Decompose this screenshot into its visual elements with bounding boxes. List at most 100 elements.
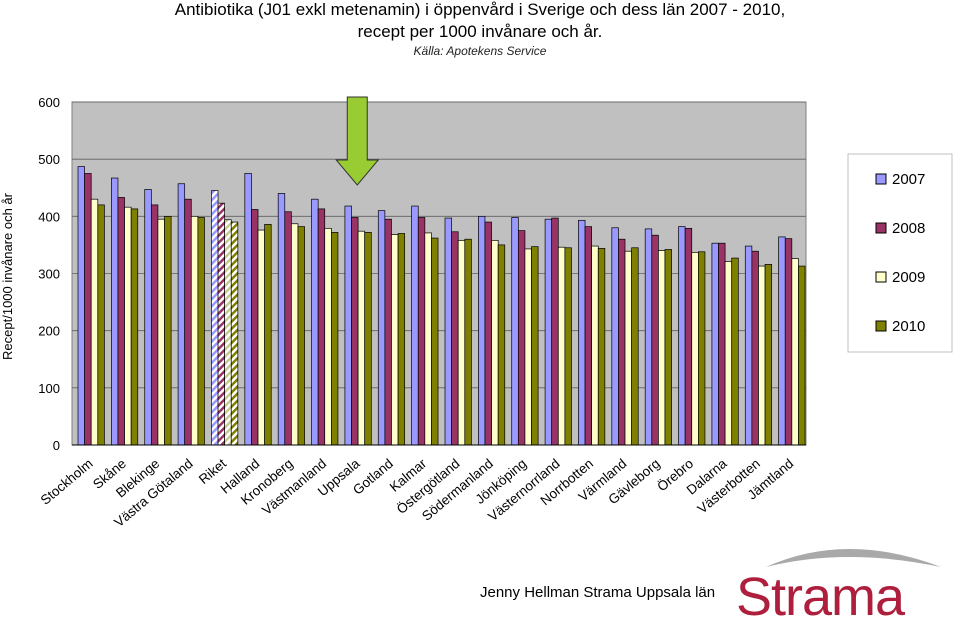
bar-2010-Riket: [230, 221, 239, 446]
bar-2008-Östergötland: [451, 231, 459, 446]
bar-2007-Gävleborg: [644, 228, 653, 446]
bar-2009-Gotland: [391, 234, 399, 446]
bar-2007-Södermanland: [478, 215, 486, 446]
bar-2009-Kalmar: [424, 232, 432, 446]
bar-2010-Västra Götaland: [197, 217, 205, 446]
y-axis-label: Recept/1000 invånare och år: [0, 192, 15, 360]
bar-2007-Norrbotten: [578, 219, 586, 446]
bar-2008-Västmanland: [317, 208, 326, 446]
bar-2010-Gotland: [397, 233, 406, 446]
bar-2007-Jönköping: [511, 217, 519, 446]
bar-2007-Dalarna: [711, 242, 719, 446]
legend-swatch-2009: [875, 271, 887, 283]
bar-2007-Uppsala: [344, 205, 352, 446]
bar-2008-Gävleborg: [651, 234, 659, 446]
footer-credit: Jenny Hellman Strama Uppsala län: [480, 584, 716, 601]
bar-2008-Västernorrland: [551, 217, 559, 446]
y-tick-label: 600: [38, 95, 60, 110]
bar-2009-Kronoberg: [291, 223, 299, 446]
bar-2007-Stockholm: [77, 166, 85, 446]
bar-2007-Jämtland: [778, 236, 786, 446]
chart-subtitle: Källa: Apotekens Service: [413, 44, 547, 58]
bar-2007-Örebro: [678, 226, 686, 446]
highlight-arrow: [335, 96, 380, 186]
legend-box: [847, 153, 953, 353]
bar-2008-Gotland: [384, 218, 392, 446]
bar-2010-Dalarna: [731, 257, 739, 446]
bar-2010-Kalmar: [431, 237, 439, 446]
bar-2007-Västra Götaland: [177, 183, 186, 446]
bar-2007-Kalmar: [411, 205, 419, 446]
bar-2010-Västernorrland: [564, 247, 572, 446]
bar-2010-Uppsala: [364, 231, 372, 446]
bar-2009-Örebro: [691, 251, 699, 446]
bar-2007-Värmland: [611, 227, 619, 446]
strama-logo: [766, 549, 941, 567]
bar-2009-Riket: [224, 219, 232, 446]
y-tick-label: 500: [38, 152, 60, 167]
bar-2009-Blekinge: [157, 218, 165, 446]
bar-2010-Östergötland: [464, 238, 472, 446]
bar-2009-Västerbotten: [758, 265, 766, 446]
strama-logo-text: Strama: [736, 567, 905, 627]
bar-2010-Kronoberg: [297, 226, 305, 446]
bar-2010-Örebro: [697, 251, 706, 446]
bar-2010-Skåne: [130, 208, 139, 446]
y-tick-label: 100: [38, 381, 60, 396]
legend-label-2010: 2010: [892, 318, 925, 335]
bar-2009-Jönköping: [524, 248, 532, 446]
bar-2010-Värmland: [631, 247, 639, 446]
legend-label-2007: 2007: [892, 171, 925, 188]
bar-2008-Blekinge: [150, 204, 159, 446]
bar-2007-Västernorrland: [544, 218, 553, 446]
chart-title-line2: recept per 1000 invånare och år.: [357, 22, 603, 41]
bar-2010-Södermanland: [497, 244, 506, 446]
bar-2009-Skåne: [124, 206, 132, 446]
bar-2009-Södermanland: [491, 239, 499, 446]
legend-label-2008: 2008: [892, 220, 925, 237]
bar-2009-Jämtland: [791, 258, 799, 446]
bar-2007-Halland: [244, 173, 252, 446]
bar-2010-Halland: [264, 223, 272, 446]
legend-swatch-2010: [875, 320, 887, 332]
bar-2010-Jämtland: [798, 265, 806, 446]
chart-title-line1: Antibiotika (J01 exkl metenamin) i öppen…: [174, 0, 786, 19]
bar-2008-Västra Götaland: [184, 198, 192, 446]
bar-2009-Värmland: [624, 250, 632, 446]
bar-2010-Västerbotten: [764, 264, 773, 446]
bar-2008-Skåne: [117, 197, 125, 446]
bar-2007-Kronoberg: [277, 193, 286, 446]
legend-swatch-2007: [875, 173, 887, 185]
bar-2010-Västmanland: [330, 231, 339, 446]
bar-2008-Norrbotten: [584, 226, 593, 446]
bar-2008-Uppsala: [351, 217, 359, 446]
bar-2008-Södermanland: [484, 221, 492, 446]
bar-2008-Kronoberg: [284, 211, 292, 446]
legend-label-2009: 2009: [892, 269, 925, 286]
bar-2007-Östergötland: [444, 217, 452, 446]
bar-2008-Jämtland: [784, 238, 793, 446]
bar-2009-Västmanland: [324, 227, 332, 446]
legend-swatch-2008: [875, 222, 887, 234]
bar-2010-Jönköping: [531, 246, 539, 446]
bar-2008-Kalmar: [417, 217, 426, 446]
bar-2010-Gävleborg: [664, 249, 672, 446]
y-tick-label: 200: [38, 324, 60, 339]
bar-2007-Blekinge: [144, 189, 152, 446]
bar-2009-Västernorrland: [557, 246, 566, 446]
bar-2010-Blekinge: [164, 215, 172, 446]
bar-2008-Riket: [217, 202, 226, 446]
bar-2009-Stockholm: [90, 198, 99, 446]
bar-2007-Västerbotten: [744, 245, 753, 446]
bar-2008-Dalarna: [718, 242, 726, 446]
bar-2009-Östergötland: [457, 239, 466, 446]
y-tick-label: 400: [38, 209, 60, 224]
bar-2008-Jönköping: [517, 230, 526, 446]
y-tick-label: 0: [53, 438, 60, 453]
bar-2007-Västmanland: [311, 198, 319, 446]
bar-2008-Värmland: [618, 238, 626, 446]
bar-2007-Gotland: [377, 210, 386, 446]
bar-2009-Gävleborg: [658, 250, 666, 446]
bar-2009-Norrbotten: [591, 245, 599, 446]
